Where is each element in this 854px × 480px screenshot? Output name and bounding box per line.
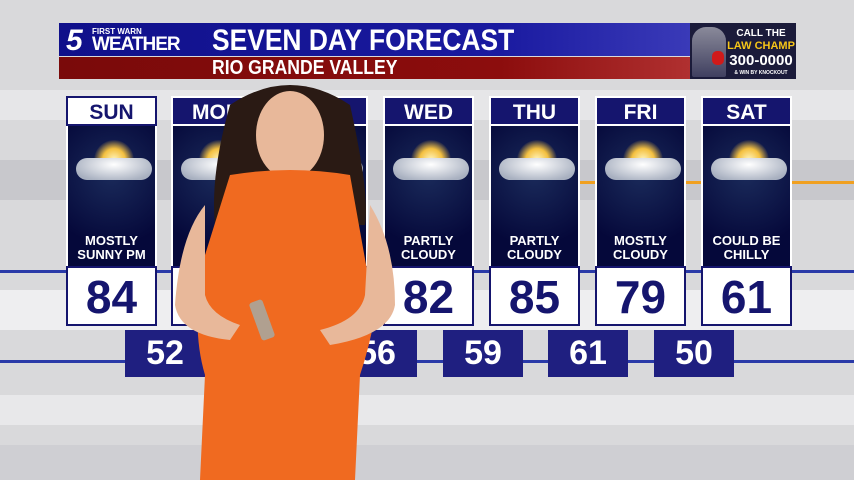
ad-line3: 300-0000 bbox=[729, 52, 793, 69]
day-label: FRI bbox=[595, 96, 686, 126]
bg-stripe bbox=[0, 445, 854, 480]
weather-panel: PARTLY CLOUDY bbox=[383, 126, 474, 266]
condition-text: PARTLY CLOUDY bbox=[491, 234, 578, 262]
cloud-icon bbox=[393, 158, 469, 180]
condition-line2: CLOUDY bbox=[507, 247, 562, 262]
low-temp: 59 bbox=[443, 330, 523, 377]
weather-panel: PARTLY CLOUDY bbox=[489, 126, 580, 266]
high-temp: 61 bbox=[701, 266, 792, 326]
high-temp: 79 bbox=[595, 266, 686, 326]
weather-panel: MOSTLY CLOUDY bbox=[595, 126, 686, 266]
day-label: SAT bbox=[701, 96, 792, 126]
condition-line2: CHILLY bbox=[723, 247, 770, 262]
ad-banner: CALL THE LAW CHAMP 300-0000 & WIN BY KNO… bbox=[690, 23, 796, 79]
condition-line1: COULD BE bbox=[712, 233, 781, 248]
day-label: WED bbox=[383, 96, 474, 126]
cloud-icon bbox=[76, 158, 152, 180]
title-bar bbox=[59, 23, 690, 56]
condition-line1: MOSTLY bbox=[85, 233, 138, 248]
day-label: THU bbox=[489, 96, 580, 126]
forecast-day-card: WED PARTLY CLOUDY 82 bbox=[383, 96, 474, 326]
presenter bbox=[175, 85, 395, 480]
condition-line1: PARTLY bbox=[403, 233, 454, 248]
condition-text: MOSTLY CLOUDY bbox=[597, 234, 684, 262]
condition-text: PARTLY CLOUDY bbox=[385, 234, 472, 262]
low-temp: 61 bbox=[548, 330, 628, 377]
condition-line2: CLOUDY bbox=[613, 247, 668, 262]
forecast-day-card: FRI MOSTLY CLOUDY 79 bbox=[595, 96, 686, 326]
logo-word: WEATHER bbox=[92, 34, 181, 55]
boxing-glove-icon bbox=[712, 51, 724, 65]
condition-line1: MOSTLY bbox=[614, 233, 667, 248]
high-temp: 82 bbox=[383, 266, 474, 326]
bg-stripe bbox=[0, 395, 854, 425]
cloud-icon bbox=[499, 158, 575, 180]
forecast-day-card: SAT COULD BE CHILLY 61 bbox=[701, 96, 792, 326]
weather-panel: COULD BE CHILLY bbox=[701, 126, 792, 266]
cloud-icon bbox=[711, 158, 787, 180]
high-temp: 84 bbox=[66, 266, 157, 326]
condition-line2: SUNNY PM bbox=[77, 247, 146, 262]
logo-tagline: FIRST WARN bbox=[92, 27, 142, 36]
day-label: SUN bbox=[66, 96, 157, 126]
low-temp: 52 bbox=[125, 330, 205, 377]
ad-line2: LAW CHAMP bbox=[727, 40, 795, 52]
weather-panel: MOSTLY SUNNY PM bbox=[66, 126, 157, 266]
condition-text: MOSTLY SUNNY PM bbox=[68, 234, 155, 262]
condition-text: COULD BE CHILLY bbox=[703, 234, 790, 262]
forecast-day-card: SUN MOSTLY SUNNY PM 84 bbox=[66, 96, 157, 326]
subtitle-bar bbox=[59, 57, 690, 79]
forecast-day-card: THU PARTLY CLOUDY 85 bbox=[489, 96, 580, 326]
page-title: SEVEN DAY FORECAST bbox=[212, 24, 515, 57]
page-subtitle: RIO GRANDE VALLEY bbox=[212, 57, 398, 79]
cloud-icon bbox=[605, 158, 681, 180]
high-temp: 85 bbox=[489, 266, 580, 326]
logo-number: 5 bbox=[66, 24, 83, 57]
condition-line1: PARTLY bbox=[509, 233, 560, 248]
condition-line2: CLOUDY bbox=[401, 247, 456, 262]
low-temp: 50 bbox=[654, 330, 734, 377]
ad-line1: CALL THE bbox=[736, 28, 786, 39]
bg-blue-line bbox=[0, 360, 854, 363]
ad-line4: & WIN BY KNOCKOUT bbox=[734, 70, 788, 76]
